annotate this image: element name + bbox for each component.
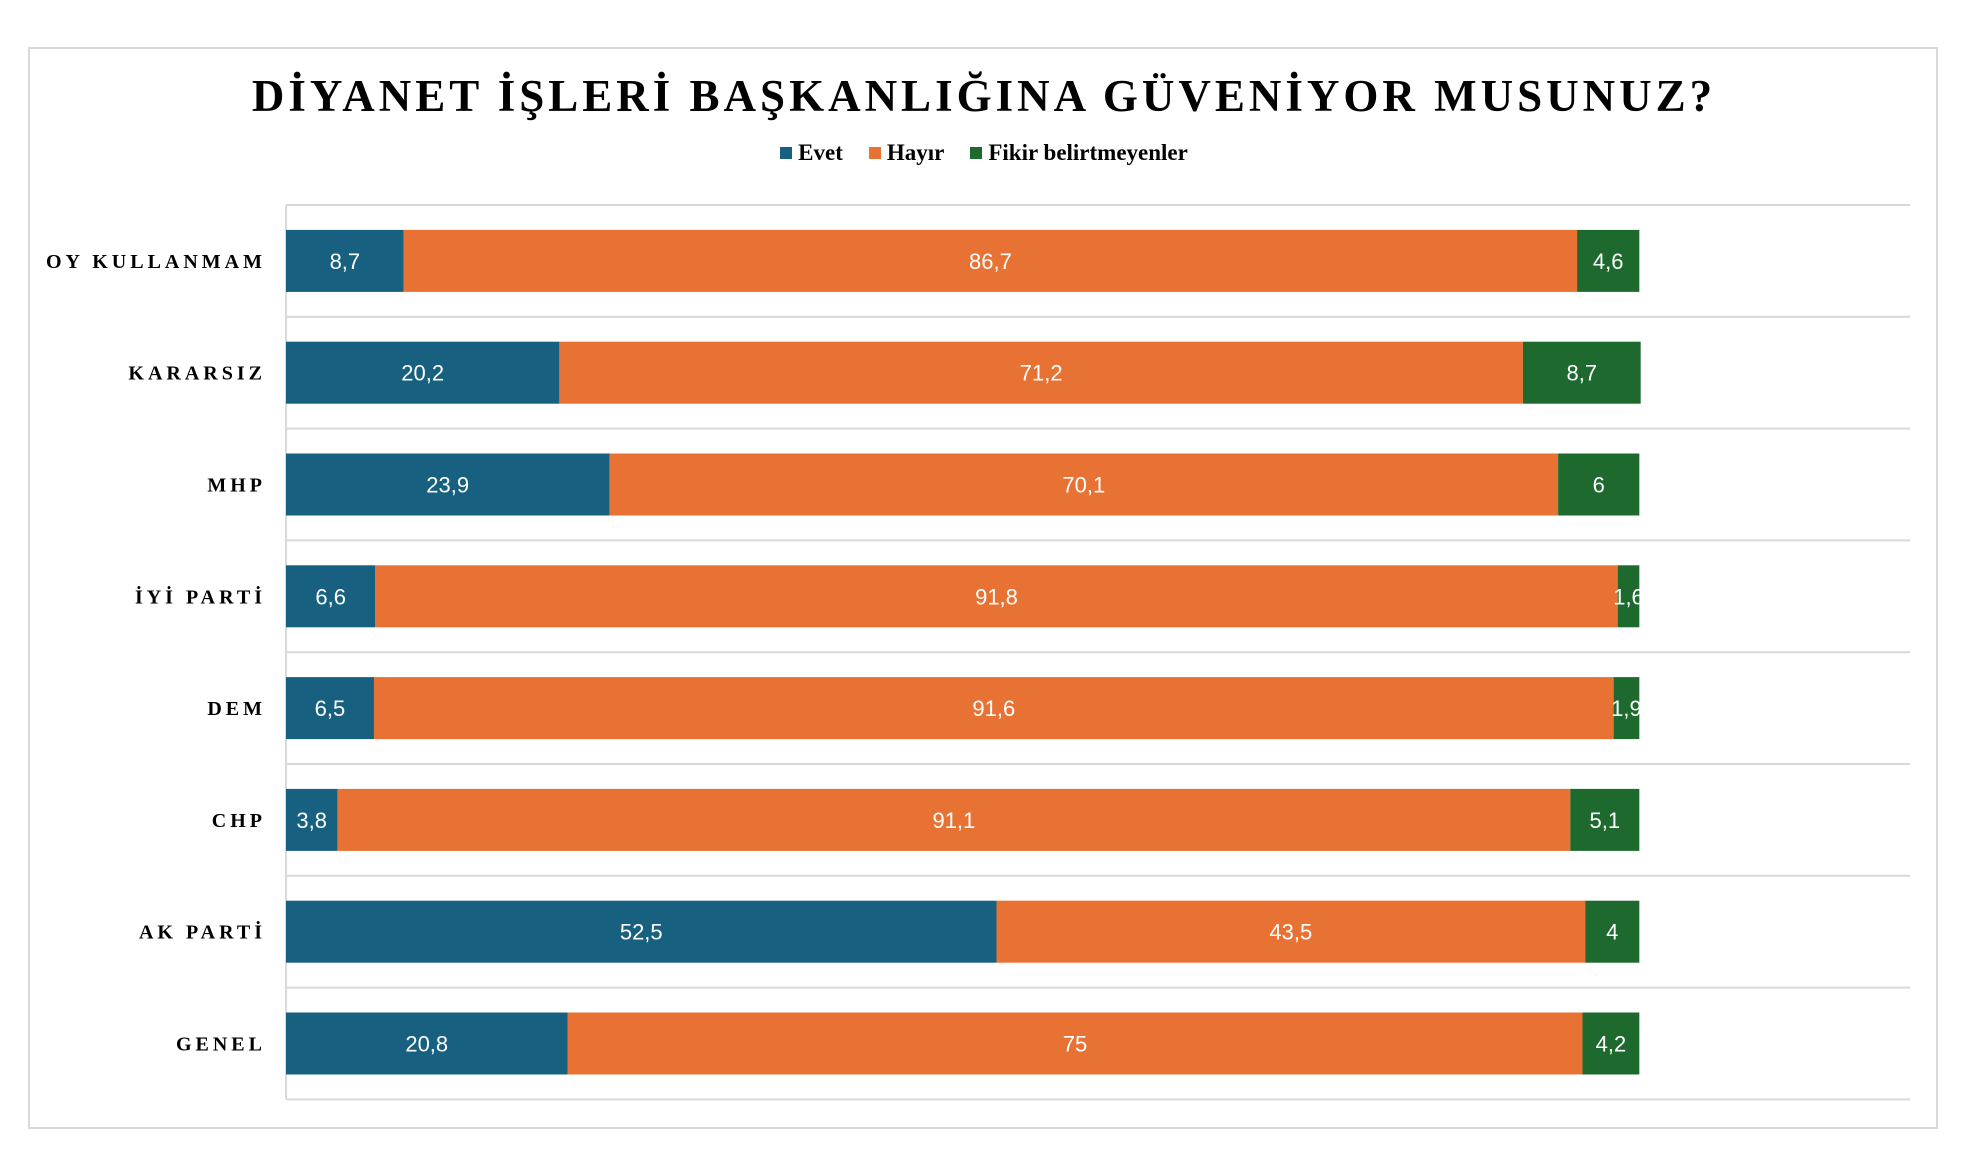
data-label: 1,9 <box>1611 696 1642 721</box>
legend-item-fikir-belirtmeyenler: Fikir belirtmeyenler <box>970 140 1188 166</box>
bar-segment <box>286 677 374 740</box>
data-label: 43,5 <box>1269 920 1312 945</box>
bar-segment <box>286 453 610 516</box>
bar-segment <box>1613 677 1640 740</box>
data-label: 6 <box>1593 473 1605 498</box>
legend-label-evet: Evet <box>798 140 843 165</box>
bar-segment <box>337 788 1571 851</box>
data-label: 20,2 <box>401 361 444 386</box>
category-label: AK PARTİ <box>139 920 266 944</box>
data-label: 23,9 <box>426 473 469 498</box>
category-label: GENEL <box>176 1034 266 1056</box>
data-label: 70,1 <box>1062 473 1105 498</box>
data-label: 8,7 <box>1567 361 1598 386</box>
legend-swatch-fikir-belirtmeyenler <box>970 147 983 159</box>
data-label: 6,6 <box>315 584 346 609</box>
bar-segment <box>609 453 1559 516</box>
bar-segment <box>1558 453 1640 516</box>
bar-segment <box>559 341 1523 404</box>
bar-segment <box>373 677 1614 740</box>
data-label: 91,1 <box>932 808 975 833</box>
category-label: CHP <box>212 810 266 832</box>
bar-segment <box>286 341 560 404</box>
data-label: 52,5 <box>620 920 663 945</box>
legend-swatch-evet <box>780 147 793 159</box>
category-label: DEM <box>207 698 266 720</box>
data-label: 4,6 <box>1593 249 1624 274</box>
data-label: 20,8 <box>405 1032 448 1057</box>
legend-label-hayir: Hayır <box>886 140 945 165</box>
bar-segment <box>286 229 404 292</box>
bar-segment <box>567 1012 1583 1075</box>
chart-title: DİYANET İŞLERİ BAŞKANLIĞINA GÜVENİYOR MU… <box>251 71 1717 121</box>
category-label: OY KULLANMAM <box>46 251 266 273</box>
bar-segment <box>1617 565 1640 628</box>
data-label: 4 <box>1606 920 1618 945</box>
data-label: 3,8 <box>296 808 327 833</box>
bar-segment <box>286 900 997 963</box>
bar-segment <box>286 1012 568 1075</box>
data-label: 91,8 <box>975 584 1018 609</box>
data-label: 91,6 <box>972 696 1015 721</box>
bar-segment <box>1577 229 1640 292</box>
bar-segment <box>375 565 1618 628</box>
data-label: 4,2 <box>1596 1032 1627 1057</box>
category-label: KARARSIZ <box>128 363 266 385</box>
legend-item-hayir: Hayır <box>868 140 945 166</box>
bar-segment <box>286 565 376 628</box>
category-label: İYİ PARTİ <box>135 584 266 608</box>
legend-swatch-hayir <box>868 147 881 159</box>
bar-segment <box>1585 900 1640 963</box>
bar-segment <box>996 900 1586 963</box>
legend-label-fikir-belirtmeyenler: Fikir belirtmeyenler <box>988 140 1188 165</box>
chart-legend: Evet Hayır Fikir belirtmeyenler <box>0 140 1968 166</box>
data-label: 86,7 <box>969 249 1012 274</box>
bar-segment <box>286 788 338 851</box>
data-label: 1,6 <box>1613 584 1644 609</box>
data-label: 5,1 <box>1590 808 1621 833</box>
data-label: 8,7 <box>330 249 361 274</box>
bar-segment <box>1582 1012 1640 1075</box>
bar-segment <box>403 229 1578 292</box>
data-label: 71,2 <box>1020 361 1063 386</box>
data-label: 75 <box>1063 1032 1087 1057</box>
bar-segment <box>1570 788 1640 851</box>
legend-item-evet: Evet <box>780 140 843 166</box>
bar-segment <box>1522 341 1641 404</box>
category-label: MHP <box>207 475 266 497</box>
data-label: 6,5 <box>315 696 346 721</box>
